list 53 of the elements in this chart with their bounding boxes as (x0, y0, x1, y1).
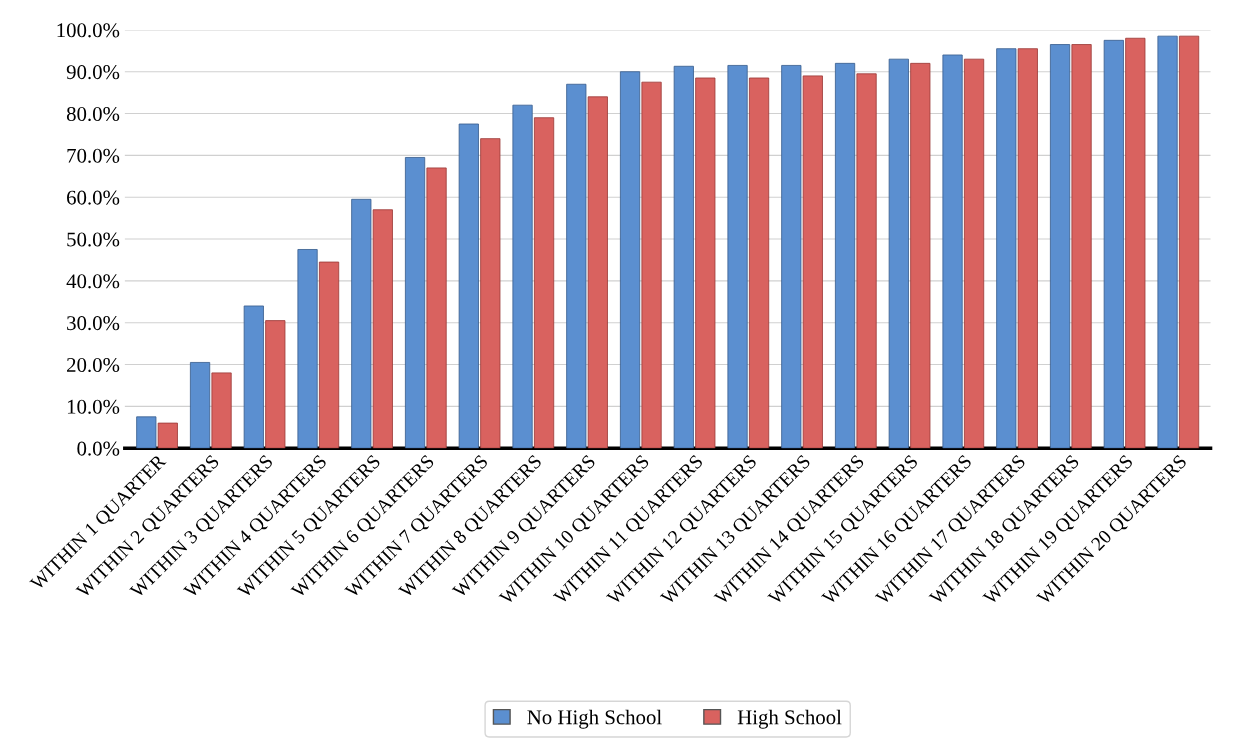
y-tick-label: 20.0% (67, 357, 120, 373)
y-tick-label: 50.0% (67, 232, 120, 247)
y-tick-label: 100.0% (57, 23, 120, 38)
y-tick-label: 30.0% (67, 316, 120, 331)
bar (1103, 39, 1124, 449)
bar (748, 77, 770, 449)
bar (372, 209, 393, 449)
bar (1017, 48, 1038, 449)
bar (265, 320, 286, 449)
bar (1071, 44, 1092, 449)
y-tick-label: 90.0% (66, 65, 120, 80)
bar (136, 416, 157, 449)
bar (189, 362, 211, 449)
y-tick-label: 10.0% (67, 399, 120, 414)
bar (566, 83, 587, 449)
bar (888, 58, 909, 449)
y-tick-label: 70.0% (67, 148, 120, 163)
bar (157, 422, 178, 449)
bar (587, 96, 608, 449)
bar (963, 58, 985, 449)
bar (512, 104, 533, 449)
bar (942, 54, 963, 449)
y-tick-label: 80.0% (66, 106, 120, 122)
bar (426, 167, 447, 449)
bar (619, 71, 641, 449)
legend-label: No High School (527, 709, 662, 729)
bar (802, 75, 823, 449)
bar (781, 65, 802, 449)
bar (856, 73, 877, 449)
bar (1178, 35, 1200, 449)
bar (910, 62, 931, 449)
bar (211, 372, 232, 449)
bar (533, 117, 555, 449)
bar (1157, 35, 1178, 449)
bar (996, 48, 1017, 449)
bar (243, 305, 264, 449)
bar (404, 157, 426, 449)
legend-label: High School (737, 709, 842, 729)
bar (318, 261, 340, 449)
bar (297, 249, 318, 449)
bar (641, 81, 662, 449)
bar (834, 62, 856, 449)
y-tick-label: 0.0% (77, 441, 120, 456)
bar (695, 77, 716, 449)
bar (458, 123, 479, 449)
y-tick-label: 40.0% (66, 274, 120, 289)
y-tick-label: 60.0% (67, 190, 120, 205)
bar (480, 138, 501, 449)
bar (727, 65, 748, 449)
bar (673, 65, 694, 449)
bar (1125, 37, 1146, 449)
bar (351, 198, 372, 449)
bar (1049, 44, 1071, 449)
